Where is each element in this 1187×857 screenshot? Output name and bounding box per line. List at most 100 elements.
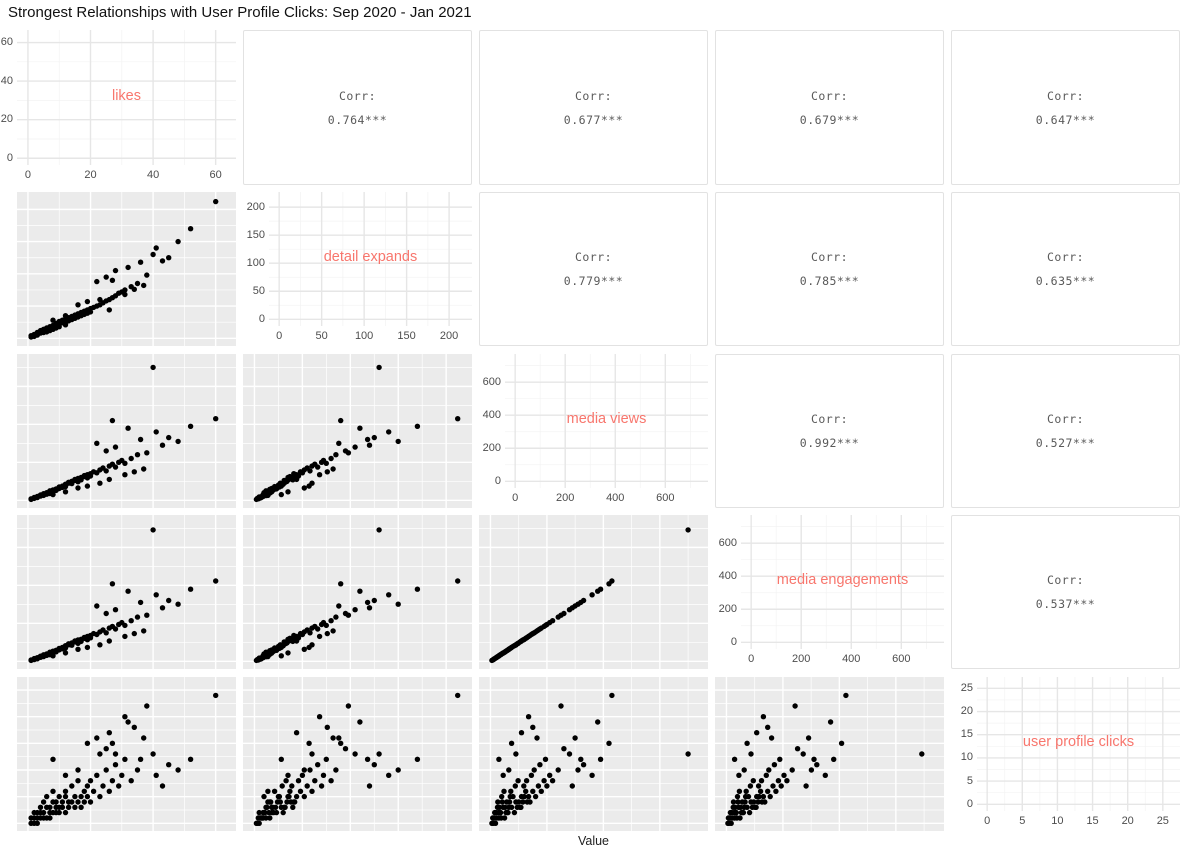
data-point bbox=[159, 442, 166, 448]
data-point bbox=[62, 793, 69, 800]
data-point bbox=[537, 762, 543, 768]
data-point bbox=[558, 612, 564, 618]
data-point bbox=[414, 586, 421, 592]
data-point bbox=[376, 751, 382, 757]
diag-panel-user_profile_clicks bbox=[977, 677, 1180, 811]
data-point bbox=[766, 767, 772, 773]
data-point bbox=[122, 756, 128, 762]
data-point bbox=[122, 472, 128, 478]
data-point bbox=[505, 809, 511, 816]
data-point bbox=[342, 746, 349, 752]
data-point bbox=[336, 440, 342, 446]
data-point bbox=[106, 476, 113, 483]
data-point bbox=[357, 719, 363, 725]
data-point bbox=[395, 767, 401, 773]
data-point bbox=[561, 746, 567, 752]
y-tick-label: 60 bbox=[0, 36, 13, 49]
data-point bbox=[59, 799, 66, 805]
data-point bbox=[265, 788, 271, 794]
data-point bbox=[523, 778, 530, 784]
data-point bbox=[131, 724, 137, 730]
data-point bbox=[134, 614, 141, 620]
data-point bbox=[376, 527, 382, 533]
data-point bbox=[333, 452, 339, 458]
data-point bbox=[814, 762, 820, 768]
data-point bbox=[501, 815, 508, 821]
data-point bbox=[589, 772, 595, 778]
data-point bbox=[525, 633, 532, 640]
y-tick-label: 100 bbox=[246, 256, 265, 269]
data-point bbox=[778, 783, 784, 789]
data-point bbox=[528, 772, 535, 778]
data-point bbox=[758, 778, 765, 784]
data-point bbox=[293, 793, 300, 800]
data-point bbox=[137, 756, 144, 762]
data-point bbox=[128, 455, 134, 462]
data-point bbox=[125, 264, 131, 271]
data-point bbox=[112, 267, 119, 274]
data-point bbox=[511, 809, 518, 816]
data-point bbox=[513, 751, 519, 757]
data-point bbox=[521, 793, 527, 800]
panel-background bbox=[505, 354, 708, 488]
data-point bbox=[75, 799, 81, 805]
data-point bbox=[269, 809, 275, 816]
scatter-panel-media_views-vs-likes bbox=[17, 354, 236, 508]
x-tick-label: 400 bbox=[606, 492, 625, 504]
data-point bbox=[756, 793, 762, 800]
y-tick-label: 20 bbox=[0, 113, 13, 126]
data-point bbox=[338, 581, 344, 587]
data-point bbox=[316, 714, 323, 720]
data-point bbox=[589, 592, 595, 598]
data-point bbox=[262, 809, 268, 816]
x-tick-label: 400 bbox=[842, 653, 861, 665]
data-point bbox=[575, 767, 581, 773]
data-point bbox=[128, 778, 134, 784]
data-point bbox=[328, 455, 334, 462]
scatter-panel-media_engagements-vs-media_views bbox=[479, 515, 708, 669]
data-point bbox=[345, 703, 352, 709]
data-point bbox=[775, 778, 782, 784]
data-point bbox=[128, 618, 134, 624]
data-point bbox=[279, 783, 285, 789]
data-point bbox=[352, 444, 358, 450]
data-point bbox=[131, 469, 137, 475]
data-point bbox=[141, 466, 147, 472]
data-point bbox=[153, 772, 159, 778]
data-point bbox=[414, 423, 421, 429]
data-point bbox=[549, 618, 556, 624]
data-point bbox=[97, 751, 103, 757]
data-point bbox=[496, 756, 502, 762]
data-point bbox=[166, 434, 172, 441]
data-point bbox=[122, 291, 128, 298]
data-point bbox=[831, 756, 837, 762]
data-point bbox=[87, 473, 94, 479]
data-point bbox=[521, 783, 527, 789]
data-point bbox=[572, 735, 578, 741]
data-point bbox=[455, 692, 461, 699]
data-point bbox=[760, 793, 767, 800]
data-point bbox=[558, 703, 564, 709]
data-point bbox=[827, 719, 834, 725]
data-point bbox=[84, 483, 91, 489]
data-point bbox=[109, 417, 116, 424]
data-point bbox=[542, 756, 549, 762]
data-point bbox=[500, 772, 506, 778]
data-point bbox=[324, 630, 330, 637]
data-point bbox=[501, 788, 507, 794]
x-axis-label: Value bbox=[577, 834, 610, 848]
data-point bbox=[811, 756, 817, 762]
data-point bbox=[56, 324, 62, 330]
data-point bbox=[569, 605, 575, 611]
data-point bbox=[496, 653, 502, 659]
data-point bbox=[736, 772, 742, 778]
data-point bbox=[386, 429, 392, 435]
data-point bbox=[103, 746, 109, 752]
data-point bbox=[525, 793, 532, 800]
data-point bbox=[492, 820, 499, 826]
data-point bbox=[333, 614, 339, 620]
data-point bbox=[741, 767, 747, 773]
data-point bbox=[357, 425, 363, 431]
data-point bbox=[50, 317, 56, 323]
data-point bbox=[580, 597, 587, 604]
